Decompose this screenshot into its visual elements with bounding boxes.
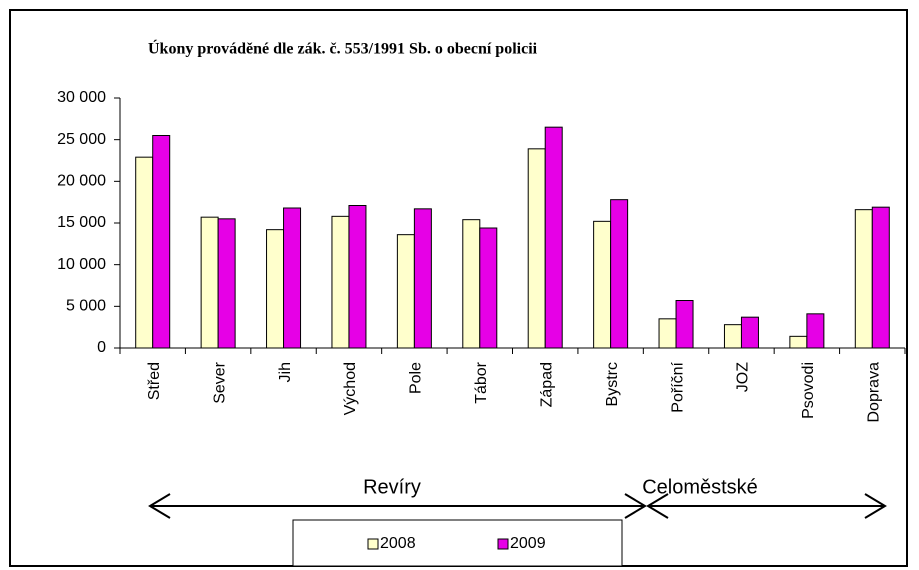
x-tick-label: JOZ [735, 362, 752, 392]
bar [789, 335, 808, 349]
bar [593, 220, 612, 349]
bar [200, 216, 219, 349]
y-tick-label: 0 [97, 339, 106, 356]
bar [806, 313, 825, 349]
bar [135, 156, 154, 349]
bar [610, 199, 629, 349]
x-tick-label: Sever [211, 361, 228, 403]
bar [658, 318, 677, 349]
annotation: Celoměstské [642, 476, 758, 498]
bar [348, 205, 367, 349]
x-tick-label: Západ [538, 362, 555, 407]
bar [854, 209, 873, 349]
y-tick-label: 5 000 [66, 298, 106, 315]
y-tick-label: 25 000 [57, 131, 106, 148]
legend-box [292, 519, 623, 567]
bar [479, 227, 498, 349]
y-tick-label: 20 000 [57, 173, 106, 190]
legend-swatch [497, 538, 509, 550]
y-tick-label: 10 000 [57, 256, 106, 273]
bar [152, 135, 171, 349]
bar [871, 206, 890, 349]
bar [462, 219, 481, 349]
y-tick-label: 15 000 [57, 214, 106, 231]
x-tick-label: Východ [342, 362, 359, 415]
chart-title: Úkony prováděné dle zák. č. 553/1991 Sb.… [148, 39, 538, 58]
bar [527, 148, 546, 349]
bar [413, 208, 432, 349]
bar [396, 234, 415, 349]
x-tick-label: Bystrc [604, 362, 621, 406]
bar [283, 207, 302, 349]
x-tick-label: Psovodi [800, 362, 817, 419]
legend-label: 2009 [510, 535, 546, 552]
x-tick-label: Jih [277, 362, 294, 382]
x-tick-label: Střed [146, 362, 163, 400]
x-tick-label: Tábor [473, 361, 490, 403]
y-tick-label: 30 000 [57, 89, 106, 106]
arrows [148, 493, 887, 519]
bar [723, 324, 742, 349]
bar [675, 300, 694, 349]
x-tick-label: Doprava [866, 362, 883, 423]
bar [331, 215, 350, 349]
annotation: Revíry [363, 476, 421, 498]
legend-label: 2008 [380, 535, 416, 552]
x-tick-label: Poříční [669, 361, 686, 412]
bar [740, 316, 759, 349]
x-tick-label: Pole [408, 362, 425, 394]
legend-swatch [367, 538, 379, 550]
bar [266, 229, 285, 349]
bar [217, 218, 236, 349]
bar [544, 126, 563, 349]
